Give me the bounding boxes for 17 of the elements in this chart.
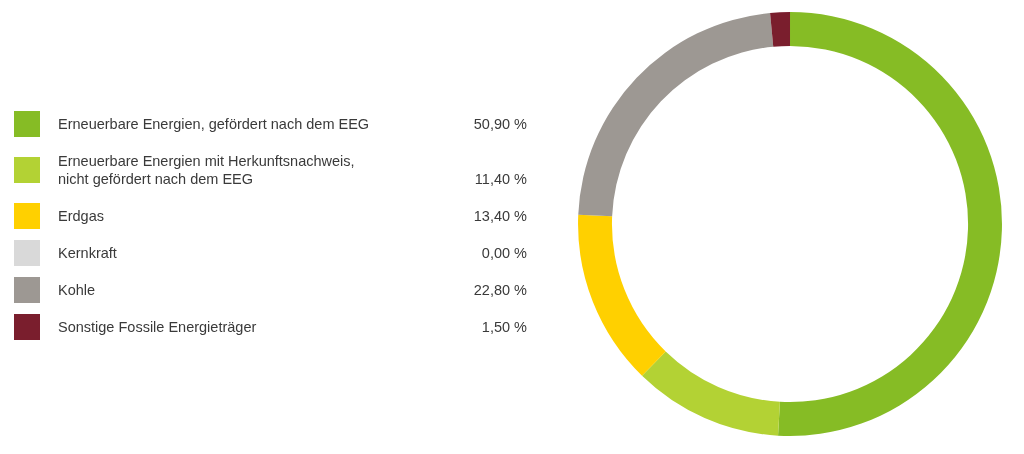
donut-slice <box>778 12 1002 436</box>
donut-slice <box>770 12 791 47</box>
data-label: 22,80 % <box>473 281 527 299</box>
legend-label: Erneuerbare Energien, gefördert nach dem EEG <box>58 115 371 133</box>
data-label: 50,90 % <box>473 115 527 133</box>
data-label: 11,40 % <box>474 170 527 188</box>
data-label: 1,50 % <box>481 318 527 336</box>
legend-label: Sonstige Fossile Energieträger <box>58 318 258 336</box>
donut-slice <box>642 351 780 436</box>
legend-label: Kernkraft <box>58 244 118 262</box>
donut-slice <box>578 12 774 217</box>
legend-label: Erneuerbare Energien mit Herkunftsnachweis, nicht gefördert nach dem EEG <box>58 152 356 188</box>
donut-slice <box>578 214 666 376</box>
legend-label: Kohle <box>58 281 97 299</box>
data-label: 13,40 % <box>473 207 527 225</box>
legend-label: Erdgas <box>58 207 105 225</box>
text: 0,00 % <box>481 245 527 261</box>
